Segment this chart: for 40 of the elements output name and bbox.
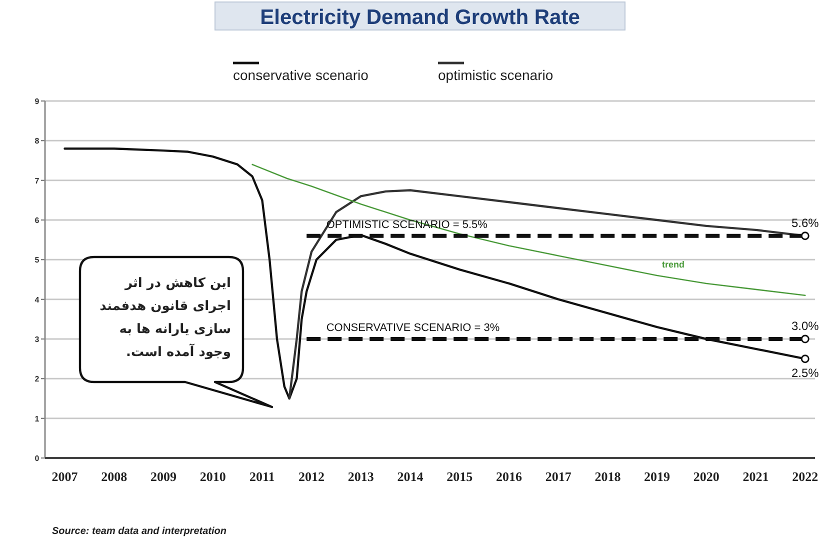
x-tick-label: 2017 — [545, 469, 572, 484]
annotation: trend — [662, 260, 684, 270]
legend-label: conservative scenario — [233, 67, 369, 83]
annotation: 5.6% — [791, 216, 820, 230]
x-tick-label: 2016 — [496, 469, 522, 484]
y-tick-label: 8 — [34, 136, 40, 146]
annotation: این کاهش در اثر اجرای قانون هدفمند سازی یارانه ها به وجود آمده است. — [100, 276, 231, 360]
x-tick-label: 2011 — [250, 469, 275, 484]
y-tick-label: 9 — [34, 97, 40, 106]
y-tick-label: 2 — [34, 374, 40, 384]
annotation: CONSERVATIVE SCENARIO = 3% — [326, 322, 500, 334]
y-tick-label: 0 — [34, 454, 40, 463]
point — [800, 334, 810, 344]
x-tick-label: 2018 — [594, 469, 622, 484]
y-tick-label: 7 — [34, 176, 40, 186]
point — [800, 354, 810, 364]
x-tick-label: 2015 — [446, 469, 474, 484]
x-tick-label: 2022 — [792, 469, 818, 484]
x-tick-label: 2020 — [693, 469, 720, 484]
annotation: 2.5% — [791, 366, 820, 380]
x-tick-label: 2009 — [150, 469, 177, 484]
point — [800, 232, 810, 240]
y-tick-label: 4 — [34, 295, 40, 304]
y-tick-label: 5 — [34, 256, 40, 265]
legend-label: optimistic scenario — [438, 67, 554, 83]
x-tick-label: 2019 — [644, 469, 671, 484]
x-tick-label: 2012 — [298, 469, 325, 484]
x-tick-label: 2013 — [348, 469, 374, 484]
x-tick-label: 2008 — [101, 469, 128, 484]
source-note: Source: team data and interpretation — [52, 526, 226, 537]
x-tick-label: 2007 — [52, 469, 78, 484]
callout: این کاهش در اثر اجرای قانون هدفمند سازی یارانه ها به وجود آمده است. — [78, 256, 274, 408]
x-tick-label: 2021 — [742, 469, 769, 484]
y-tick-label: 6 — [34, 216, 40, 225]
annotation: 3.0% — [791, 319, 820, 333]
x-tick-label: 2014 — [397, 469, 424, 484]
x-tick-label: 2010 — [200, 469, 226, 484]
chart-title: Electricity Demand Growth Rate — [260, 6, 580, 29]
y-tick-label: 3 — [34, 335, 40, 344]
y-tick-label: 1 — [34, 414, 40, 424]
